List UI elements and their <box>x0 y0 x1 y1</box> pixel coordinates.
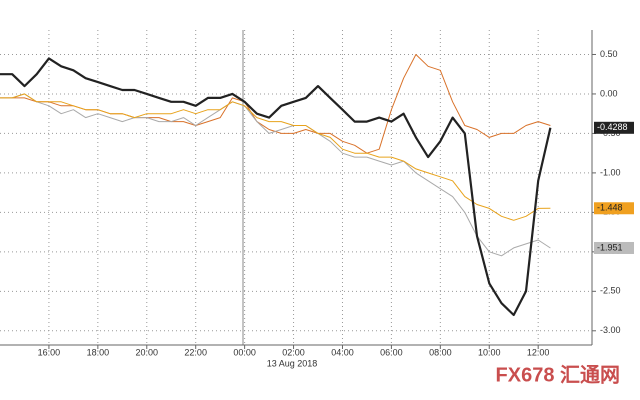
x-tick-label: 00:00 <box>233 347 256 357</box>
x-tick-label: 02:00 <box>282 347 305 357</box>
watermark: FX678 汇通网 <box>496 363 620 386</box>
series-line <box>0 93 551 257</box>
x-tick-label: 10:00 <box>478 347 501 357</box>
y-tick-label: -3.00 <box>600 325 621 335</box>
x-tick-label: 06:00 <box>380 347 403 357</box>
end-label: -1.951 <box>597 242 623 252</box>
end-label-bg <box>594 241 634 254</box>
x-tick-label: 04:00 <box>331 347 354 357</box>
x-tick-label: 16:00 <box>38 347 61 357</box>
end-label-bg <box>594 121 634 134</box>
y-tick-label: 0.50 <box>600 49 618 59</box>
x-tick-label: 22:00 <box>184 347 207 357</box>
series-line <box>0 93 551 221</box>
series-line <box>0 54 551 154</box>
series-line <box>0 57 552 317</box>
x-tick-label: 12:00 <box>527 347 550 357</box>
date-label: 13 Aug 2018 <box>267 358 318 368</box>
end-label-bg <box>594 202 634 215</box>
x-tick-label: 08:00 <box>429 347 452 357</box>
y-tick-label: 0.00 <box>600 88 618 98</box>
y-tick-label: -1.00 <box>600 167 621 177</box>
end-label: -0.4288 <box>597 122 628 132</box>
x-tick-label: 18:00 <box>87 347 110 357</box>
end-label: -1.448 <box>597 203 623 213</box>
x-tick-label: 20:00 <box>136 347 159 357</box>
y-tick-label: -2.50 <box>600 286 621 296</box>
